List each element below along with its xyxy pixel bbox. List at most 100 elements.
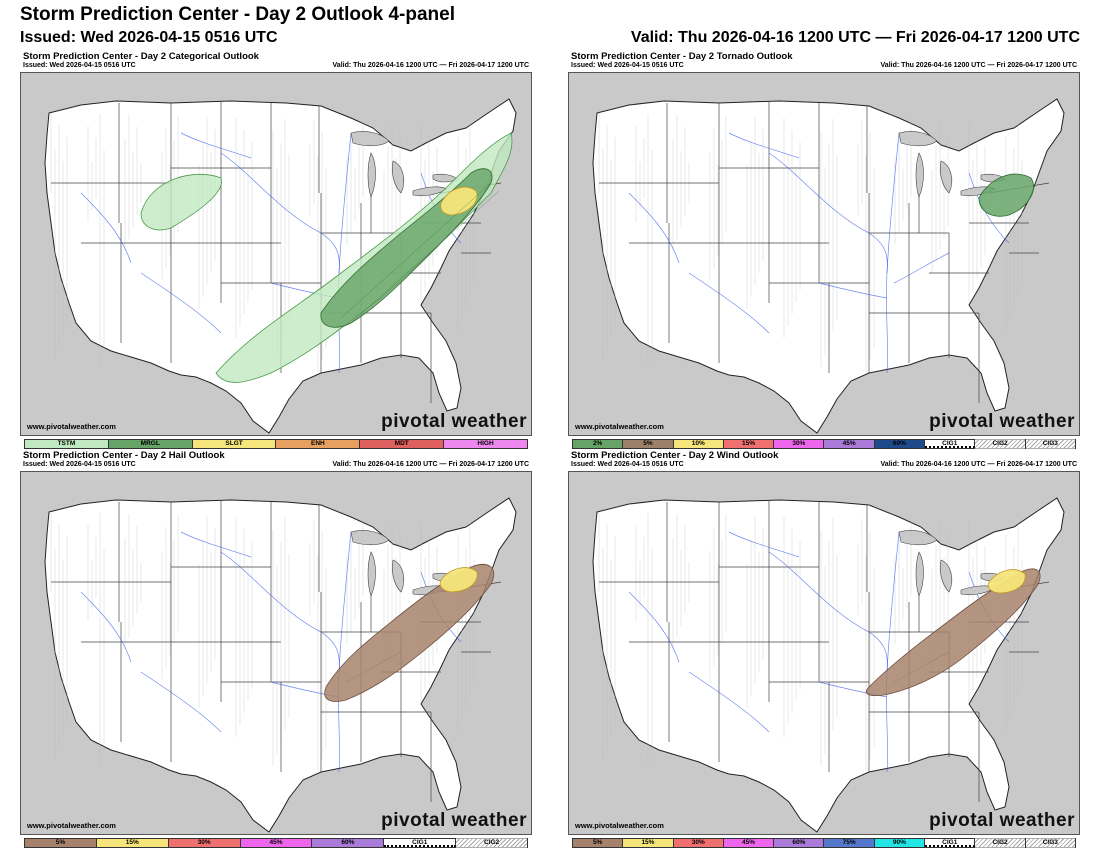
legend-label: 30% [792, 440, 806, 447]
river [80, 591, 132, 663]
legend-swatch: 75% [824, 839, 875, 847]
credit-text[interactable]: www.pivotalweather.com [575, 422, 664, 431]
legend-swatch: MRGL [108, 440, 193, 448]
map-canvas [592, 497, 1065, 833]
panel-issued: Issued: Wed 2026-04-15 0516 UTC [23, 461, 136, 468]
legend-label: 60% [792, 839, 806, 846]
legend-label: 15% [742, 440, 756, 447]
panel-issued: Issued: Wed 2026-04-15 0516 UTC [23, 62, 136, 69]
legend-label: TSTM [57, 440, 76, 447]
great-lake [367, 152, 376, 198]
outlook-map[interactable]: www.pivotalweather.com pivotal weather [20, 72, 532, 436]
legend-label: CIG1 [412, 839, 428, 846]
legend-swatch: CIG2 [456, 838, 528, 848]
panel-title: Storm Prediction Center - Day 2 Tornado … [571, 51, 793, 62]
panel-valid: Valid: Thu 2026-04-16 1200 UTC — Fri 202… [880, 461, 1077, 468]
outlook-pattern-lines [340, 182, 500, 324]
panel-valid: Valid: Thu 2026-04-16 1200 UTC — Fri 202… [332, 461, 529, 468]
issued-time: Issued: Wed 2026-04-15 0516 UTC [20, 29, 278, 46]
legend: 5% 15% 30% 45% 60% CIG1 CIG2 [24, 838, 528, 848]
legend-swatch: 5% [573, 839, 624, 847]
legend-swatch: MDT [360, 440, 445, 448]
legend: 2% 5% 10% 15% 30% 45% 60% CIG1 CIG2 CIG3 [572, 439, 1076, 449]
legend-label: MDT [394, 440, 409, 447]
legend-swatch: 5% [623, 440, 674, 448]
credit-text[interactable]: www.pivotalweather.com [27, 422, 116, 431]
river [818, 282, 888, 299]
legend-swatch: 10% [673, 440, 724, 448]
legend-swatch: 2% [573, 440, 624, 448]
legend-label: CIG3 [1025, 838, 1075, 848]
slgt-area [440, 186, 478, 216]
river [220, 152, 340, 274]
great-lake [391, 160, 405, 194]
us-land [592, 98, 1065, 434]
us-basemap [592, 98, 1065, 434]
panel-title: Storm Prediction Center - Day 2 Hail Out… [23, 450, 225, 461]
legend: TSTM MRGL SLGT ENH MDT HIGH [24, 439, 528, 449]
river [628, 192, 680, 264]
legend-swatch: 15% [96, 839, 169, 847]
page-title: Storm Prediction Center - Day 2 Outlook … [20, 4, 455, 25]
great-lake [898, 131, 938, 147]
credit-text[interactable]: www.pivotalweather.com [27, 821, 116, 830]
legend-label: 60% [892, 440, 906, 447]
legend-swatch: CIG3 [1025, 838, 1075, 848]
hail-outlook-panel: Storm Prediction Center - Day 2 Hail Out… [20, 450, 532, 850]
legend-label: CIG2 [975, 838, 1025, 848]
legend-label: MRGL [140, 440, 160, 447]
legend-label: CIG1 [942, 440, 958, 447]
panel-title: Storm Prediction Center - Day 2 Wind Out… [571, 450, 779, 461]
legend-label: 60% [341, 839, 355, 846]
legend-label: HIGH [477, 440, 494, 447]
river [728, 132, 800, 159]
legend-swatch: CIG1 [384, 839, 457, 847]
map-canvas [44, 497, 517, 833]
panel-issued: Issued: Wed 2026-04-15 0516 UTC [571, 461, 684, 468]
wind5-area [865, 568, 1041, 696]
legend-label: 75% [842, 839, 856, 846]
legend-label: 5% [55, 839, 66, 846]
us-basemap [44, 98, 517, 434]
outlook-map[interactable]: www.pivotalweather.com pivotal weather [20, 471, 532, 835]
river [220, 551, 340, 673]
legend-swatch: HIGH [444, 440, 527, 448]
tor2-area [978, 173, 1034, 217]
legend-swatch: 60% [312, 839, 385, 847]
legend-swatch: CIG3 [1025, 439, 1075, 449]
wind-outlook-panel: Storm Prediction Center - Day 2 Wind Out… [568, 450, 1080, 850]
wind15-area [987, 569, 1026, 594]
legend-swatch: 45% [240, 839, 313, 847]
panel-valid: Valid: Thu 2026-04-16 1200 UTC — Fri 202… [880, 62, 1077, 69]
map-canvas [592, 98, 1065, 434]
categorical-outlook-panel: Storm Prediction Center - Day 2 Categori… [20, 51, 532, 451]
outlook-map[interactable]: www.pivotalweather.com pivotal weather [568, 72, 1080, 436]
valid-period: Valid: Thu 2026-04-16 1200 UTC — Fri 202… [630, 29, 1080, 46]
river [180, 132, 252, 159]
us-land [44, 497, 517, 833]
river [893, 252, 950, 284]
legend-swatch: ENH [276, 440, 361, 448]
great-lake [391, 559, 405, 593]
legend-label: 45% [269, 839, 283, 846]
legend-label: 15% [125, 839, 139, 846]
legend-swatch: 60% [874, 440, 926, 448]
tstm-area [140, 132, 513, 383]
outlook-map[interactable]: www.pivotalweather.com pivotal weather [568, 471, 1080, 835]
map-canvas [44, 98, 517, 434]
legend-label: 45% [742, 839, 756, 846]
legend-swatch: 45% [723, 839, 775, 847]
panel-issued: Issued: Wed 2026-04-15 0516 UTC [571, 62, 684, 69]
great-lake [898, 530, 938, 546]
legend-swatch: CIG2 [975, 439, 1026, 449]
river [728, 531, 800, 558]
brand-logo: pivotal weather [929, 411, 1075, 432]
credit-text[interactable]: www.pivotalweather.com [575, 821, 664, 830]
river [768, 551, 888, 673]
legend-label: 90% [892, 839, 906, 846]
great-lake [939, 559, 953, 593]
legend-swatch: 30% [673, 839, 724, 847]
legend-label: 45% [842, 440, 856, 447]
legend-swatch: CIG1 [925, 440, 976, 448]
legend-label: 5% [643, 440, 653, 447]
